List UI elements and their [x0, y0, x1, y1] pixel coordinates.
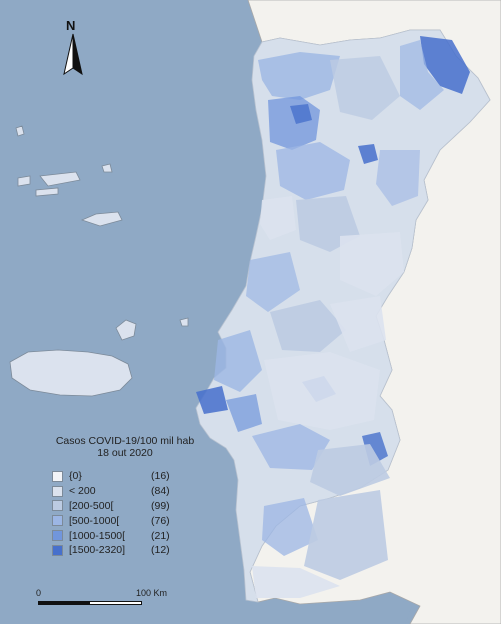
region-lisboa	[214, 330, 262, 392]
island-azores-3	[39, 171, 81, 187]
legend-title-line2: 18 out 2020	[97, 447, 153, 459]
legend-rows: {0} (16) < 200 (84) [200-500[ (99) [500-…	[52, 469, 220, 558]
island-azores-7	[179, 317, 189, 327]
legend-label-4: [1000-1500[	[69, 529, 126, 542]
legend-count-3: (76)	[151, 514, 170, 527]
region-portalegre	[330, 296, 386, 352]
island-porto-santo	[115, 319, 137, 341]
legend-count-2: (99)	[151, 499, 170, 512]
region-vilareal	[330, 56, 400, 120]
island-azores-4	[35, 187, 59, 197]
legend-swatch-2	[52, 500, 63, 512]
scale-label-end: 100 Km	[136, 588, 168, 598]
region-setubal	[226, 394, 262, 432]
legend-title: Casos COVID-19/100 mil hab 18 out 2020	[30, 435, 220, 459]
region-faro-west	[262, 498, 318, 556]
island-azores-6	[80, 211, 123, 227]
scale-label-start: 0	[36, 588, 42, 598]
legend-swatch-5	[52, 544, 63, 556]
legend-label-1: < 200	[69, 485, 96, 498]
legend-item-3: [500-1000[ (76)	[52, 513, 220, 528]
region-trasosmontes	[400, 40, 444, 110]
legend-item-5: [1500-2320] (12)	[52, 543, 220, 558]
north-arrow: N	[60, 18, 86, 76]
legend-label-0: {0}	[69, 470, 82, 483]
south-sea	[248, 594, 412, 624]
legend-item-4: [1000-1500[ (21)	[52, 528, 220, 543]
region-castelobranco	[340, 232, 404, 296]
north-letter: N	[66, 18, 76, 33]
region-algarve-coast	[252, 566, 340, 598]
island-madeira	[9, 349, 133, 397]
island-azores-2	[17, 175, 31, 187]
region-guarda	[376, 150, 420, 206]
legend-item-1: < 200 (84)	[52, 484, 220, 499]
legend-item-0: {0} (16)	[52, 469, 220, 484]
scale-bar-graphic	[38, 601, 142, 605]
north-arrow-icon	[63, 33, 83, 76]
region-braganca	[420, 36, 470, 94]
legend-swatch-3	[52, 515, 63, 527]
legend-item-2: [200-500[ (99)	[52, 499, 220, 514]
legend-swatch-1	[52, 485, 63, 497]
legend-label-2: [200-500[	[69, 499, 114, 512]
region-aveiro	[260, 196, 296, 240]
region-braga	[290, 104, 312, 124]
island-azores-5	[101, 163, 113, 173]
legend-count-0: (16)	[151, 470, 170, 483]
legend-label-3: [500-1000[	[69, 514, 120, 527]
region-lisboa-core	[196, 386, 228, 414]
region-santarem	[270, 300, 346, 352]
legend-count-5: (12)	[151, 544, 170, 557]
region-alentejo	[252, 424, 330, 470]
region-leiria	[246, 252, 300, 312]
island-azores-1	[15, 125, 25, 137]
region-evora	[264, 352, 380, 430]
region-minho	[258, 52, 340, 100]
legend: Casos COVID-19/100 mil hab 18 out 2020 {…	[30, 435, 220, 558]
legend-title-line1: Casos COVID-19/100 mil hab	[55, 435, 195, 447]
region-guarda-hot	[358, 144, 378, 164]
legend-count-1: (84)	[151, 485, 170, 498]
legend-swatch-0	[52, 470, 63, 482]
region-faro	[304, 490, 388, 580]
legend-label-5: [1500-2320]	[69, 544, 126, 557]
legend-swatch-4	[52, 530, 63, 542]
legend-count-4: (21)	[151, 529, 170, 542]
region-viseu	[276, 142, 350, 200]
region-beja	[310, 444, 390, 496]
